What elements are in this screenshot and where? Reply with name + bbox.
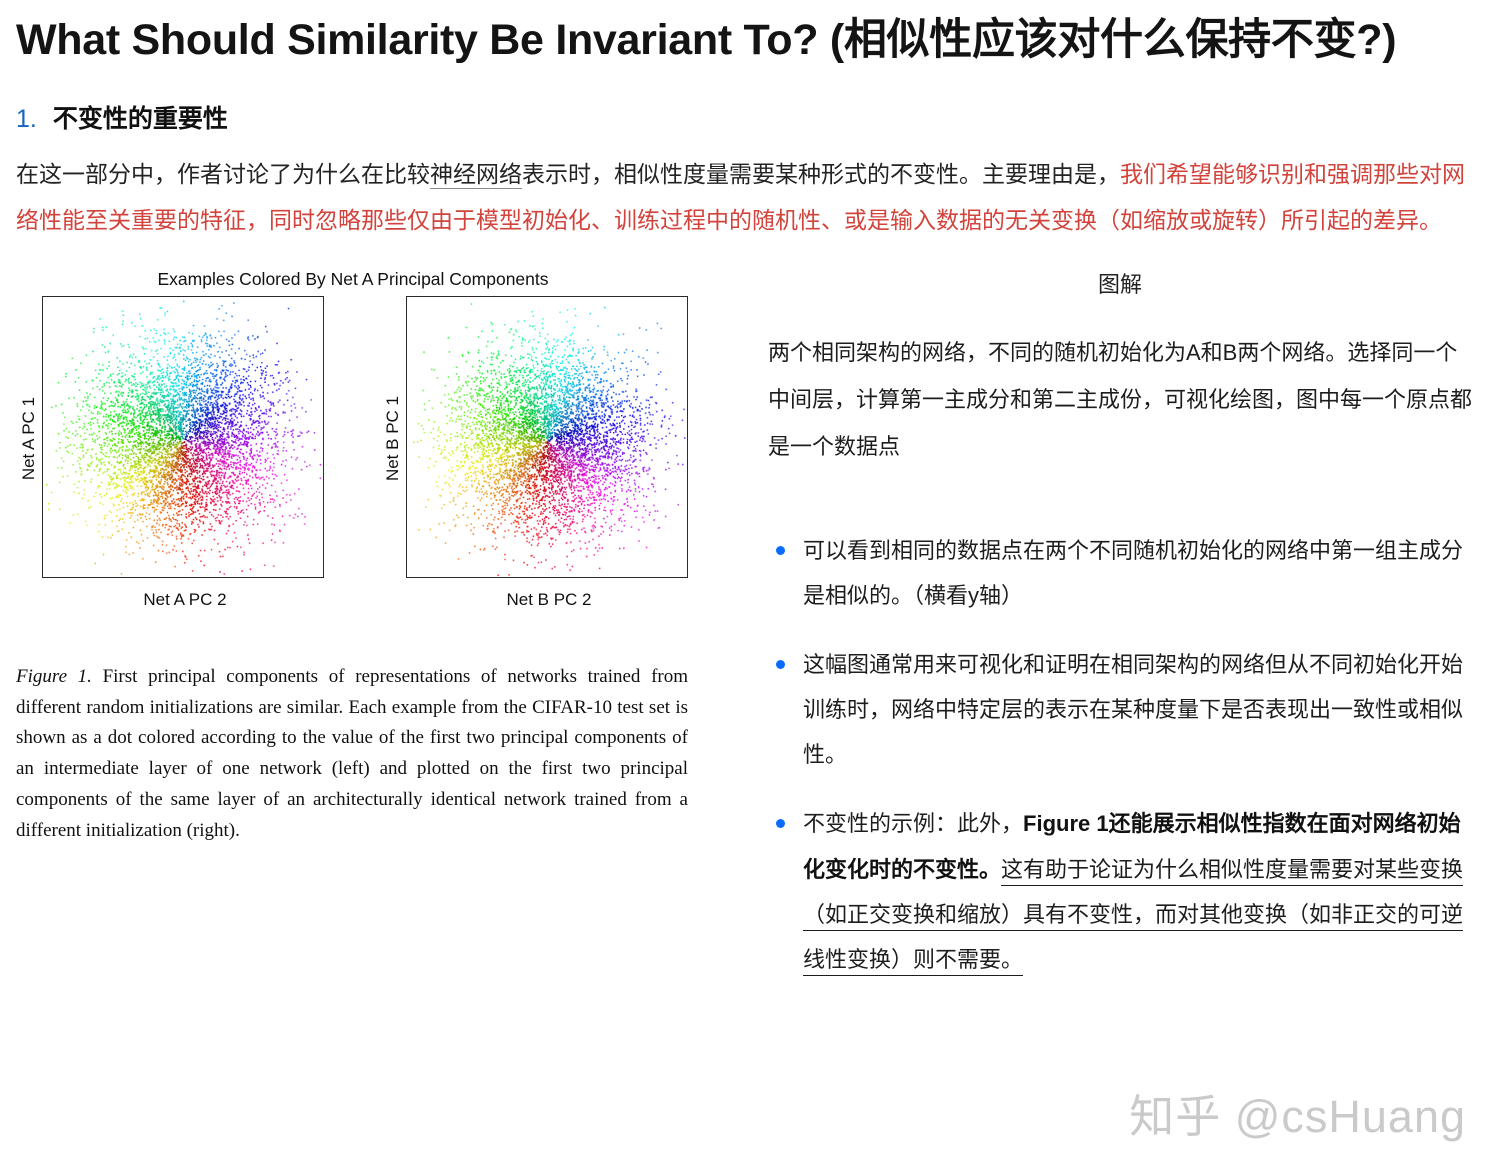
- section-number: 1.: [16, 104, 37, 133]
- bullet-text: 这幅图通常用来可视化和证明在相同架构的网络但从不同初始化开始训练时，网络中特定层…: [803, 652, 1464, 768]
- bullet-text-bold: Figure 1还能展示相似性指数在面对网络初始化变化时的不变性。: [803, 811, 1461, 882]
- figure-caption: Figure 1. First principal components of …: [16, 662, 688, 847]
- intro-text-black-1: 在这一部分中，作者讨论了为什么在比较: [16, 160, 430, 187]
- bullet-dot-icon: [776, 819, 785, 829]
- intro-underlined-term: 神经网络: [430, 160, 522, 187]
- bullet-text: 不变性的示例：此外，Figure 1还能展示相似性指数在面对网络初始化变化时的不…: [803, 801, 1472, 981]
- figure-column: Examples Colored By Net A Principal Comp…: [16, 261, 728, 1006]
- list-item: 不变性的示例：此外，Figure 1还能展示相似性指数在面对网络初始化变化时的不…: [768, 801, 1472, 981]
- figure-caption-label: Figure 1.: [16, 665, 92, 687]
- x-axis-label-net-b: Net B PC 2: [506, 589, 592, 609]
- bullet-dot-icon: [776, 660, 785, 670]
- scatter-plot-net-a: Net A PC 1 Net A PC 2: [16, 295, 328, 616]
- bullet-text-prefix: 不变性的示例：此外，: [803, 811, 1024, 837]
- notes-paragraph: 两个相同架构的网络，不同的随机初始化为A和B两个网络。选择同一个中间层，计算第一…: [768, 339, 1473, 459]
- x-axis-label-net-a: Net A PC 2: [143, 589, 227, 609]
- notes-heading: 图解: [1097, 271, 1142, 297]
- scatter-plots-row: Net A PC 1 Net A PC 2 Net B PC 1 Net B P…: [16, 295, 728, 616]
- list-item: 可以看到相同的数据点在两个不同随机初始化的网络中第一组主成分是相似的。（横看y轴…: [768, 528, 1472, 618]
- figure-title: Examples Colored By Net A Principal Comp…: [157, 268, 549, 289]
- scatter-canvas-net-b: [406, 295, 688, 578]
- intro-text-red: 我们希望能够识别和强调那些对网络性能至关重要的特征，同时忽略那些仅由于模型初始化…: [16, 160, 1465, 233]
- y-axis-label-net-b: Net B PC 1: [383, 396, 402, 482]
- section-heading: 1. 不变性的重要性: [16, 99, 1478, 135]
- bullet-dot-icon: [776, 545, 785, 555]
- bullet-text-underlined: 这有助于论证为什么相似性度量需要对某些变换（如正交变换和缩放）具有不变性，而对其…: [803, 856, 1464, 972]
- page-title: What Should Similarity Be Invariant To? …: [16, 16, 1397, 64]
- list-item: 这幅图通常用来可视化和证明在相同架构的网络但从不同初始化开始训练时，网络中特定层…: [768, 642, 1472, 777]
- intro-paragraph: 在这一部分中，作者讨论了为什么在比较神经网络表示时，相似性度量需要某种形式的不变…: [16, 151, 1478, 243]
- figure-caption-text: First principal components of representa…: [16, 665, 689, 841]
- scatter-plot-net-b: Net B PC 1 Net B PC 2: [380, 295, 692, 616]
- section-title: 不变性的重要性: [52, 104, 228, 133]
- watermark: 知乎 @csHuang: [1129, 1091, 1466, 1142]
- notes-bullet-list: 可以看到相同的数据点在两个不同随机初始化的网络中第一组主成分是相似的。（横看y轴…: [768, 528, 1472, 982]
- y-axis-label-net-a: Net A PC 1: [19, 397, 38, 481]
- scatter-canvas-net-a: [42, 295, 324, 578]
- notes-column: 图解 两个相同架构的网络，不同的随机初始化为A和B两个网络。选择同一个中间层，计…: [768, 261, 1478, 1006]
- intro-text-black-2: 表示时，相似性度量需要某种形式的不变性。主要理由是，: [522, 160, 1120, 187]
- two-column-layout: Examples Colored By Net A Principal Comp…: [16, 261, 1478, 1006]
- bullet-text: 可以看到相同的数据点在两个不同随机初始化的网络中第一组主成分是相似的。（横看y轴…: [803, 537, 1464, 609]
